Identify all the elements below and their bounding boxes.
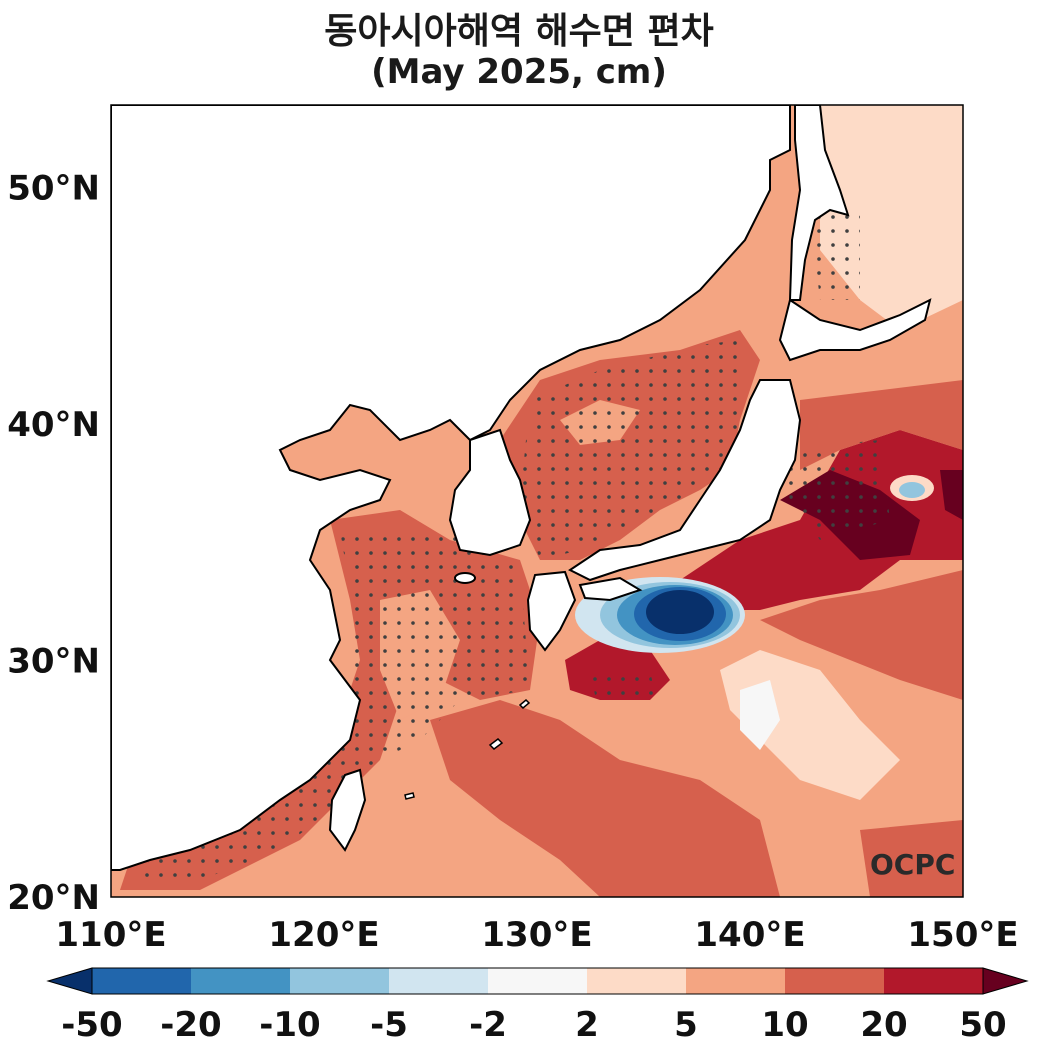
anomaly-field — [111, 105, 963, 897]
land-mainland — [111, 105, 791, 871]
field-kuroshio-edge — [940, 470, 963, 520]
land-hokkaido — [778, 298, 932, 362]
stipple-sakhalin — [810, 215, 860, 300]
land-ryukyu-2 — [518, 698, 531, 710]
colorbar-extend-low — [46, 967, 93, 995]
colorbar-bin — [389, 968, 489, 994]
colorbar-bin — [92, 968, 192, 994]
field-se-medium — [860, 820, 963, 897]
colorbar-bin — [191, 968, 291, 994]
lon-tick-label: 120°E — [268, 915, 379, 955]
land-taiwan — [328, 768, 367, 852]
map-title: 동아시아해역 해수면 편차 — [324, 11, 714, 52]
colorbar-bin — [488, 968, 588, 994]
land-korea — [448, 428, 532, 557]
stipple-kyushu — [590, 670, 655, 695]
lon-tick-label: 130°E — [481, 915, 592, 955]
lat-tick-label: 30°N — [7, 642, 100, 682]
eddy-core — [646, 590, 714, 634]
stipple-kuroshio — [780, 440, 890, 540]
colorbar-bin — [686, 968, 786, 994]
land-ryukyu-3 — [404, 792, 415, 800]
field-south-medium — [430, 700, 780, 897]
colorbar-tick-label: 5 — [674, 1005, 698, 1045]
colorbar-tick-label: -2 — [469, 1005, 507, 1045]
colorbar-bin — [587, 968, 687, 994]
small-eddy-core — [899, 482, 925, 498]
lat-tick-label: 40°N — [7, 405, 100, 445]
lat-tick-label: 50°N — [7, 169, 100, 209]
colorbar-tick-label: -20 — [160, 1005, 221, 1045]
colorbar-extend-high — [982, 967, 1029, 995]
colorbar: -50 -20 -10 -5 -2 2 5 10 20 50 — [46, 967, 1029, 1045]
field-east-south — [760, 570, 963, 700]
land-ryukyu-1 — [488, 738, 504, 750]
land-sakhalin — [788, 105, 850, 301]
lat-tick-label: 20°N — [7, 878, 100, 918]
land-honshu — [568, 379, 802, 582]
ocpc-logo: OCPC — [870, 848, 955, 881]
land-shikoku — [578, 576, 643, 602]
lon-tick-label: 140°E — [694, 915, 805, 955]
lon-tick-label: 150°E — [907, 915, 1018, 955]
colorbar-tick-label: -5 — [370, 1005, 408, 1045]
colorbar-tick-label: 50 — [959, 1005, 1006, 1045]
colorbar-bin — [290, 968, 390, 994]
lon-tick-label: 110°E — [55, 915, 166, 955]
colorbar-tick-label: 2 — [575, 1005, 599, 1045]
stipple-east-sea — [520, 340, 740, 560]
land-jeju — [454, 572, 476, 584]
colorbar-tick-label: 10 — [761, 1005, 808, 1045]
stipple-ecs — [130, 530, 530, 885]
colorbar-outline — [91, 967, 984, 995]
field-white-south — [740, 680, 780, 750]
colorbar-tick-label: 20 — [860, 1005, 907, 1045]
map-subtitle: (May 2025, cm) — [371, 52, 667, 92]
colorbar-tick-label: -50 — [61, 1005, 122, 1045]
colorbar-bin — [785, 968, 885, 994]
land-kyushu — [526, 570, 577, 652]
map-frame — [110, 104, 964, 898]
colorbar-tick-label: -10 — [259, 1005, 320, 1045]
colorbar-bin — [884, 968, 984, 994]
